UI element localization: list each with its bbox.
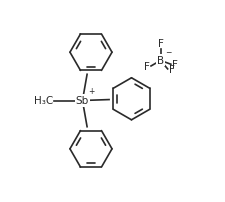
Text: F: F <box>172 59 178 69</box>
Text: Sb: Sb <box>76 96 89 106</box>
Text: F: F <box>169 65 175 75</box>
Text: −: − <box>165 48 171 57</box>
Text: B: B <box>157 56 164 66</box>
Text: H₃C: H₃C <box>34 96 53 106</box>
Text: +: + <box>88 86 94 95</box>
Text: F: F <box>144 62 150 72</box>
Text: F: F <box>158 39 164 49</box>
